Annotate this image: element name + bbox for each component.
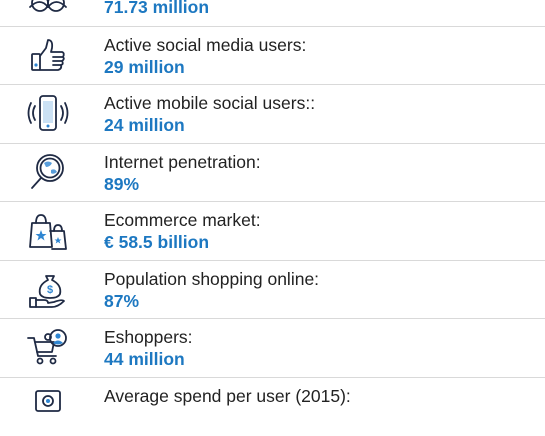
stat-label: Population shopping online: <box>104 268 319 290</box>
people-icon <box>22 0 74 17</box>
mobile-phone-icon <box>22 94 74 134</box>
stat-row-social-media: Active social media users: 29 million <box>0 27 545 86</box>
stat-value: 44 million <box>104 348 193 370</box>
money-bag-hand-icon: $ <box>22 270 74 310</box>
stat-value: 24 million <box>104 114 315 136</box>
stat-row-population-shopping-online: $ Population shopping online: 87% <box>0 261 545 320</box>
stat-value: 29 million <box>104 56 306 78</box>
globe-magnifier-icon <box>22 153 74 193</box>
stat-value: € 58.5 billion <box>104 231 261 253</box>
stat-row-eshoppers: Eshoppers: 44 million <box>0 319 545 378</box>
stat-label: Active mobile social users:: <box>104 92 315 114</box>
thumbs-up-icon <box>22 36 74 76</box>
stat-label: Active social media users: <box>104 34 306 56</box>
stat-row-ecommerce-market: Ecommerce market: € 58.5 billion <box>0 202 545 261</box>
stat-row-average-spend: Average spend per user (2015): <box>0 378 545 436</box>
stat-label: Eshoppers: <box>104 326 193 348</box>
svg-text:$: $ <box>47 284 53 296</box>
stat-row-population: 71.73 million <box>0 0 545 27</box>
shopping-bags-icon <box>22 211 74 251</box>
stat-row-mobile-social: Active mobile social users:: 24 million <box>0 85 545 144</box>
stat-label: Average spend per user (2015): <box>104 385 351 407</box>
cash-register-icon <box>22 387 74 427</box>
stat-row-internet-penetration: Internet penetration: 89% <box>0 144 545 203</box>
stat-value: 71.73 million <box>104 0 209 18</box>
stat-label: Ecommerce market: <box>104 209 261 231</box>
stat-label: Internet penetration: <box>104 151 261 173</box>
stat-value: 89% <box>104 173 261 195</box>
stat-value: 87% <box>104 290 319 312</box>
shopping-cart-person-icon <box>22 328 74 368</box>
